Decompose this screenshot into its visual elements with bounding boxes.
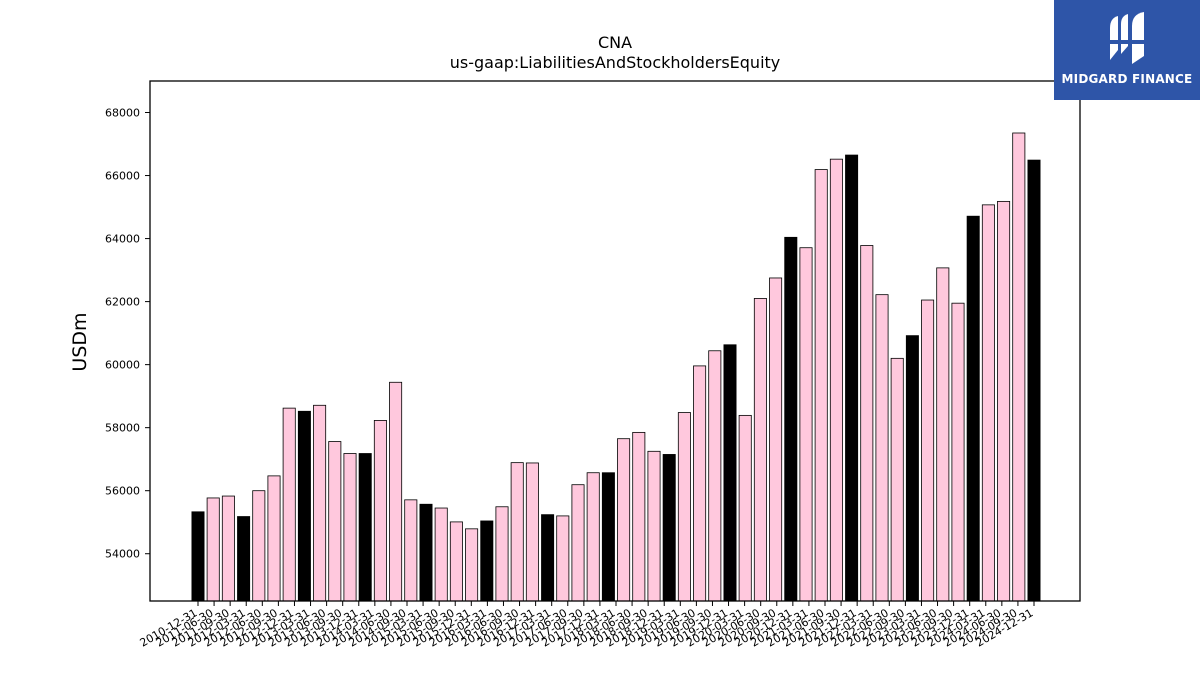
bar: [647, 450, 661, 602]
bar: [845, 154, 859, 602]
bar: [905, 335, 919, 602]
bar: [799, 247, 813, 602]
bar: [981, 204, 995, 602]
bar: [237, 516, 251, 602]
bar: [677, 412, 691, 602]
plot-frame: [149, 80, 1081, 602]
bar: [617, 438, 631, 602]
bar: [708, 350, 722, 602]
y-tick-label: 56000: [105, 485, 140, 498]
bar: [662, 454, 676, 602]
bar: [373, 420, 387, 602]
y-tick-label: 58000: [105, 422, 140, 435]
bar: [252, 490, 266, 602]
bar: [753, 298, 767, 602]
bar: [465, 528, 479, 602]
bar: [343, 453, 357, 602]
bar: [784, 236, 798, 602]
bar: [206, 497, 220, 602]
bar: [267, 475, 281, 602]
chart-subtitle: us-gaap:LiabilitiesAndStockholdersEquity: [450, 53, 781, 72]
bar: [1027, 159, 1041, 602]
bar: [966, 215, 980, 602]
bar: [875, 294, 889, 602]
bar: [313, 404, 327, 602]
bar: [358, 453, 372, 602]
bar: [191, 511, 205, 602]
bar: [921, 299, 935, 602]
chart-title: CNA: [598, 33, 632, 52]
y-axis: 54000 56000 58000 60000 62000 64000 66000 68000: [105, 107, 150, 561]
bar: [890, 357, 904, 602]
brand-name: MIDGARD FINANCE: [1061, 72, 1193, 86]
bar: [769, 277, 783, 602]
bar: [404, 499, 418, 602]
y-tick-label: 66000: [105, 170, 140, 183]
y-tick-label: 62000: [105, 296, 140, 309]
bar: [297, 410, 311, 602]
bar: [632, 431, 646, 602]
brand-logo: MIDGARD FINANCE: [1054, 0, 1200, 100]
mf-monogram-icon: [1106, 12, 1148, 64]
bar: [449, 521, 463, 602]
bar: [951, 302, 965, 602]
bar: [936, 267, 950, 602]
bar: [328, 441, 342, 602]
bar: [723, 344, 737, 602]
bar: [860, 245, 874, 602]
bar: [586, 472, 600, 602]
y-tick-label: 68000: [105, 107, 140, 120]
y-tick-label: 54000: [105, 548, 140, 561]
bar: [601, 472, 615, 602]
x-axis: 2010-12-312011-06-302011-09-302012-03-31…: [138, 601, 1036, 650]
bar: [738, 414, 752, 602]
y-axis-label: USDm: [69, 312, 91, 371]
bar: [221, 495, 235, 602]
bar: [434, 507, 448, 602]
bar: [389, 381, 403, 602]
y-tick-label: 64000: [105, 233, 140, 246]
bar: [1012, 132, 1026, 602]
y-tick-label: 60000: [105, 359, 140, 372]
bar: [693, 365, 707, 602]
bar: [510, 462, 524, 602]
bar: [282, 407, 296, 602]
bar: [480, 520, 494, 602]
bars-layer: [191, 132, 1041, 602]
bar: [541, 514, 555, 602]
bar: [556, 515, 570, 602]
bar: [997, 200, 1011, 602]
bar: [814, 169, 828, 602]
bar: [525, 462, 539, 602]
bar: [571, 484, 585, 602]
bar: [829, 158, 843, 602]
bar: [419, 503, 433, 602]
bar: [495, 506, 509, 602]
